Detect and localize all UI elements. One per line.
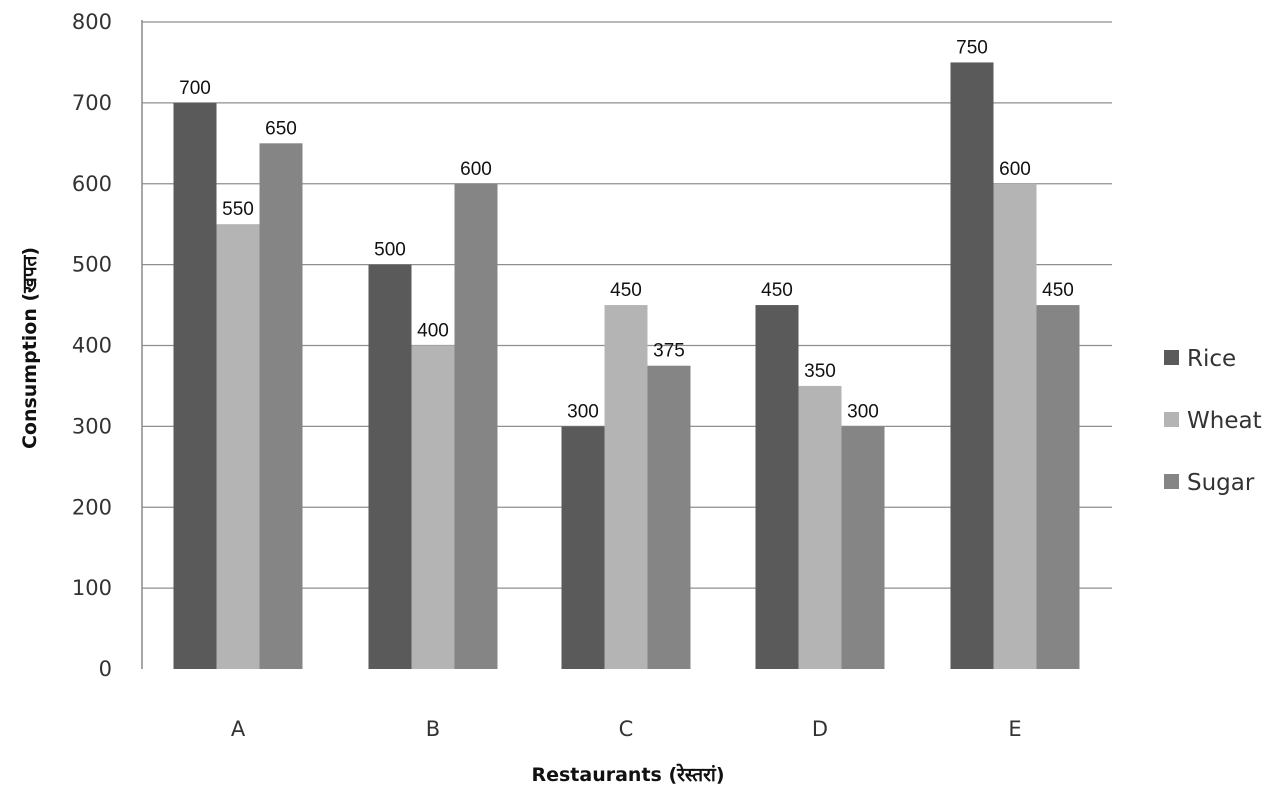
data-label: 750 bbox=[956, 37, 988, 58]
bar-wheat-b bbox=[411, 345, 455, 669]
legend-label-sugar: Sugar bbox=[1187, 470, 1255, 496]
y-tick-label: 300 bbox=[72, 414, 112, 438]
data-label: 500 bbox=[374, 240, 406, 261]
y-tick-label: 0 bbox=[99, 657, 112, 681]
data-label: 300 bbox=[847, 401, 879, 422]
x-axis-categories: A B C D E bbox=[231, 717, 1022, 741]
x-category-label: C bbox=[619, 717, 634, 741]
bar-sugar-c bbox=[647, 365, 691, 669]
bar-sugar-e bbox=[1036, 305, 1080, 669]
data-label: 300 bbox=[567, 401, 599, 422]
y-axis-title: Consumption (खपत) bbox=[19, 247, 41, 449]
data-label: 375 bbox=[653, 341, 685, 362]
x-category-label: E bbox=[1008, 717, 1021, 741]
y-tick-label: 400 bbox=[72, 334, 112, 358]
y-axis-ticks: 0 100 200 300 400 500 600 700 800 bbox=[72, 10, 112, 681]
x-category-label: A bbox=[231, 717, 246, 741]
legend-swatch-rice bbox=[1164, 350, 1179, 365]
bar-rice-d bbox=[755, 305, 799, 669]
x-category-label: D bbox=[812, 717, 828, 741]
data-label: 550 bbox=[222, 199, 254, 220]
legend-swatch-sugar bbox=[1164, 474, 1179, 489]
bar-rice-e bbox=[950, 62, 994, 669]
y-tick-label: 800 bbox=[72, 10, 112, 34]
x-axis-title: Restaurants (रेस्तरां) bbox=[531, 763, 724, 786]
bar-rice-c bbox=[561, 426, 605, 669]
data-label: 400 bbox=[417, 321, 449, 342]
data-label: 700 bbox=[179, 78, 211, 99]
y-tick-label: 500 bbox=[72, 253, 112, 277]
x-category-label: B bbox=[426, 717, 440, 741]
bar-wheat-c bbox=[604, 305, 648, 669]
data-label: 600 bbox=[999, 159, 1031, 180]
legend: Rice Wheat Sugar bbox=[1164, 346, 1262, 496]
legend-label-wheat: Wheat bbox=[1187, 408, 1262, 434]
data-label: 350 bbox=[804, 361, 836, 382]
bar-wheat-d bbox=[798, 385, 842, 669]
y-tick-label: 600 bbox=[72, 172, 112, 196]
y-tick-label: 200 bbox=[72, 495, 112, 519]
y-tick-label: 100 bbox=[72, 576, 112, 600]
bars bbox=[173, 62, 1080, 669]
y-tick-label: 700 bbox=[72, 91, 112, 115]
bar-sugar-d bbox=[841, 426, 885, 669]
legend-label-rice: Rice bbox=[1187, 346, 1236, 372]
bar-wheat-a bbox=[216, 224, 260, 669]
data-label: 650 bbox=[265, 118, 297, 139]
data-label: 600 bbox=[460, 159, 492, 180]
data-label: 450 bbox=[610, 280, 642, 301]
bar-wheat-e bbox=[993, 183, 1037, 669]
data-labels: 700 550 650 500 400 600 300 450 375 450 350 300 750 6… bbox=[179, 37, 1074, 422]
legend-swatch-wheat bbox=[1164, 412, 1179, 427]
data-label: 450 bbox=[761, 280, 793, 301]
data-label: 450 bbox=[1042, 280, 1074, 301]
bar-sugar-a bbox=[259, 143, 303, 669]
bar-rice-a bbox=[173, 102, 217, 669]
bar-rice-b bbox=[368, 264, 412, 669]
bar-sugar-b bbox=[454, 183, 498, 669]
